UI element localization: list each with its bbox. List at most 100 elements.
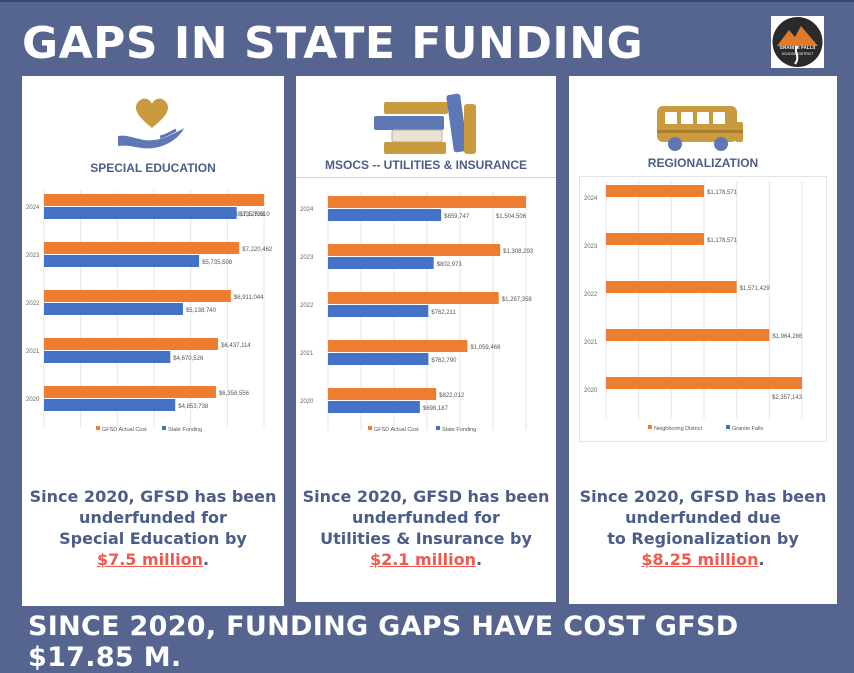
school-bus-icon [653,102,747,158]
tick-label: 2022 [26,301,40,307]
legend-swatch [436,426,440,430]
bar [44,386,216,398]
caption-line: underfunded for [352,508,500,527]
data-label: $6,358,556 [219,391,250,397]
tick-label: 2024 [300,207,314,213]
caption-line: to Regionalization by [607,529,799,548]
utilities-insurance-chart: 2024 $1,504,506 $859,747 2023 $1,308,293 $802… [296,188,556,450]
data-label: $2,357,143 [772,395,803,401]
data-label: $5,735,508 [202,260,233,266]
special-education-chart-svg: 2024 $8,135,793$7,125,610 2023 $7,220,462 $5… [26,190,273,433]
caption-line: Special Education by [59,529,247,548]
data-label: $1,297,358 [502,297,533,303]
tick-label: 2022 [300,303,314,309]
panel-title: SPECIAL EDUCATION [90,161,216,175]
logo-line2: SCHOOL DISTRICT [782,52,815,56]
legend-label: State Funding [168,427,202,433]
data-label: $698,187 [423,406,449,412]
caption-line: Since 2020, GFSD has been [579,487,827,506]
legend-label: Neighboring District [654,426,702,432]
panel-title: REGIONALIZATION [647,156,759,170]
bar [606,329,770,341]
tick-label: 2023 [26,253,40,259]
bar [328,257,434,269]
caption-suffix: . [475,550,483,569]
mountain-icon [777,26,818,46]
tick-label: 2021 [300,351,314,357]
special-education-caption: Since 2020, GFSD has been underfunded fo… [22,486,284,570]
data-label: $802,973 [437,262,463,268]
bar [328,196,526,208]
data-label: $1,059,468 [470,345,501,351]
tick-label: 2024 [584,196,598,202]
data-label: $1,178,571 [707,238,738,244]
district-logo: GRANITE FALLS SCHOOL DISTRICT [771,16,824,68]
caption-suffix: . [202,550,210,569]
special-education-chart: 2024 $8,135,793 $7,125,610 2023 $7,220,462 $5… [22,186,284,448]
bar [328,209,442,221]
panel-title: MSOCS -- UTILITIES & INSURANCE [324,158,527,172]
data-label: $4,853,738 [178,404,209,410]
bar [44,255,200,267]
utilities-insurance-chart-svg: 2024 $1,504,506 $859,747 2023 $1,308,293 $802… [300,192,534,433]
legend-swatch [648,425,652,429]
bar [606,233,704,245]
gap-amount: $7.5 million [96,550,203,569]
divider [296,177,556,178]
bar [328,388,437,400]
data-label: $762,211 [431,310,456,316]
tick-label: 2023 [300,255,314,261]
data-label: $4,670,526 [173,356,204,362]
bar [328,340,468,352]
footer-summary: SINCE 2020, FUNDING GAPS HAVE COST GFSD … [28,611,739,673]
bar [44,399,176,411]
heart-in-hand-icon [110,90,194,156]
bar [328,353,429,365]
data-label: $1,571,429 [740,286,771,292]
legend-swatch [368,426,372,430]
regionalization-panel: REGIONALIZATION 2024 $1,178,571 2023 $1,178… [569,76,837,604]
caption-suffix: . [758,550,765,569]
data-label: $1,504,506 [496,214,527,220]
bar [606,185,704,197]
tick-label: 2021 [26,349,40,355]
bar [328,305,429,317]
data-label: $7,220,462 [242,247,273,253]
tick-label: 2020 [300,399,314,405]
regionalization-chart: 2024 $1,178,571 2023 $1,178,571 2022 $1,571,4… [579,176,827,442]
data-label: $822,012 [439,393,465,399]
caption-line: underfunded for [79,508,227,527]
top-border [0,0,854,2]
data-label: $6,911,044 [234,295,264,301]
regionalization-chart-svg: 2024 $1,178,571 2023 $1,178,571 2022 $1,571,4… [584,181,803,432]
bar [606,377,802,389]
tick-label: 2020 [584,388,598,394]
legend-swatch [726,425,730,429]
legend-label: State Funding [442,427,476,433]
legend-swatch [162,426,166,430]
gap-amount: $8.25 million [641,550,759,569]
bar [44,194,264,206]
bar [328,244,501,256]
data-label: $859,747 [444,214,470,220]
books-icon [370,90,480,160]
tick-label: 2022 [584,292,598,298]
legend-label: Granite Falls [732,426,763,432]
bar [44,290,231,302]
caption-line: underfunded due [625,508,781,527]
bar [606,281,737,293]
bar [328,292,499,304]
tick-label: 2020 [26,397,40,403]
utilities-insurance-panel: MSOCS -- UTILITIES & INSURANCE 2024 $1,50… [296,76,556,602]
data-label: $8,135,793 [234,212,265,218]
utilities-insurance-caption: Since 2020, GFSD has been underfunded fo… [296,486,556,570]
caption-line: Since 2020, GFSD has been [302,487,550,506]
tick-label: 2021 [584,340,598,346]
bar [44,242,240,254]
bar [44,338,219,350]
page-title: GAPS IN STATE FUNDING [22,18,644,69]
gap-amount: $2.1 million [369,550,476,569]
regionalization-caption: Since 2020, GFSD has been underfunded du… [569,486,837,570]
legend-label: GFSD Actual Cost [374,427,419,433]
data-label: $6,437,114 [221,343,251,349]
